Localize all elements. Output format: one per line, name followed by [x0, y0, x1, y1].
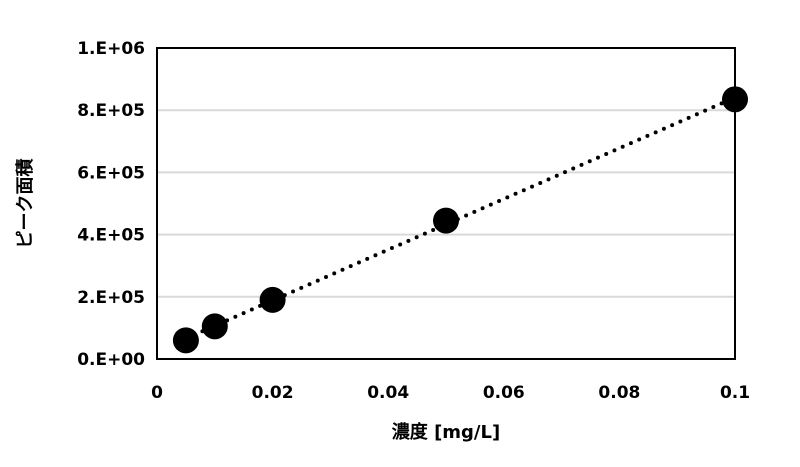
y-tick-label: 1.E+06 [77, 39, 145, 59]
y-axis-title: ピーク面積 [14, 158, 36, 249]
data-points [172, 86, 748, 354]
x-tick-label: 0 [151, 383, 163, 403]
data-point [259, 286, 286, 313]
x-tick-label: 0.1 [720, 383, 750, 403]
data-point [433, 207, 459, 234]
y-tick-label: 0.E+00 [77, 350, 145, 370]
x-tick-label: 0.04 [367, 383, 409, 403]
y-tick-label: 6.E+05 [77, 163, 145, 183]
data-point [201, 313, 228, 340]
x-tick-labels: 0 0.02 0.04 0.06 0.08 0.1 [151, 383, 750, 403]
x-tick-label: 0.06 [483, 383, 525, 403]
gridlines [157, 109, 735, 298]
y-tick-label: 2.E+05 [77, 288, 145, 308]
y-tick-label: 8.E+05 [77, 101, 145, 121]
x-tick-label: 0.02 [252, 383, 294, 403]
data-point [722, 86, 748, 113]
data-point [172, 327, 199, 354]
plot-area-frame [156, 47, 736, 360]
y-tick-labels: 0.E+00 2.E+05 4.E+05 6.E+05 8.E+05 1.E+06 [77, 39, 145, 370]
x-axis-title: 濃度 [mg/L] [392, 421, 500, 443]
x-tick-label: 0.08 [598, 383, 640, 403]
y-tick-label: 4.E+05 [77, 226, 145, 246]
